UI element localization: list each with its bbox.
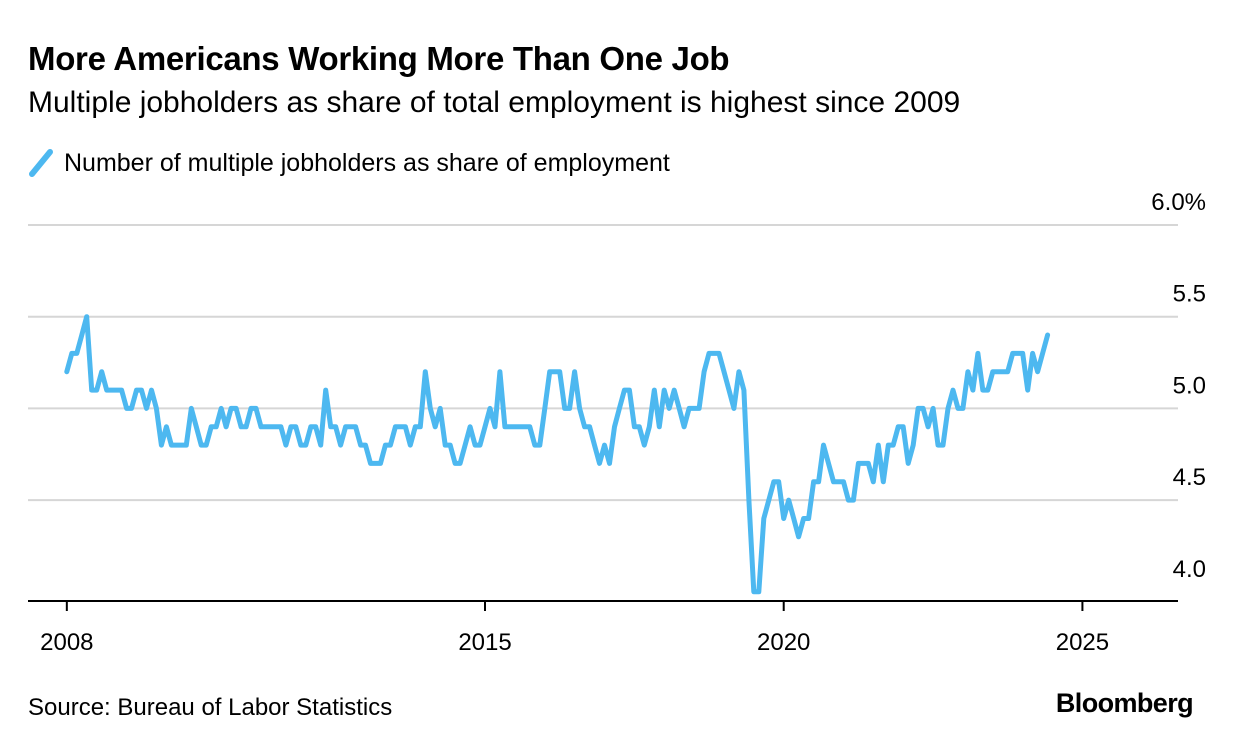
legend-label: Number of multiple jobholders as share o… (64, 148, 670, 177)
y-tick-label: 4.0 (1173, 556, 1206, 583)
x-axis: 2008 2015 2020 2025 (28, 600, 1178, 656)
y-axis-tick-labels: 6.0% 5.5 5.0 4.5 4.0 (1151, 189, 1206, 583)
legend-line-icon (29, 149, 53, 177)
y-tick-label: 5.5 (1173, 281, 1206, 308)
x-tick-label: 2008 (40, 629, 93, 656)
bloomberg-logo: Bloomberg (1055, 688, 1194, 718)
chart-subtitle: Multiple jobholders as share of total em… (28, 86, 961, 119)
y-tick-label: 4.5 (1173, 464, 1206, 491)
source-note: Source: Bureau of Labor Statistics (28, 694, 393, 721)
y-tick-label: 5.0 (1173, 372, 1206, 399)
x-tick-label: 2025 (1056, 629, 1109, 656)
series-line-multiple-jobholders (64, 314, 1051, 595)
chart-title: More Americans Working More Than One Job (28, 40, 730, 77)
legend: Number of multiple jobholders as share o… (28, 146, 670, 180)
x-tick-label: 2015 (458, 629, 511, 656)
y-tick-label: 6.0% (1151, 189, 1206, 216)
x-tick-label: 2020 (757, 629, 810, 656)
series-layer (64, 314, 1051, 595)
